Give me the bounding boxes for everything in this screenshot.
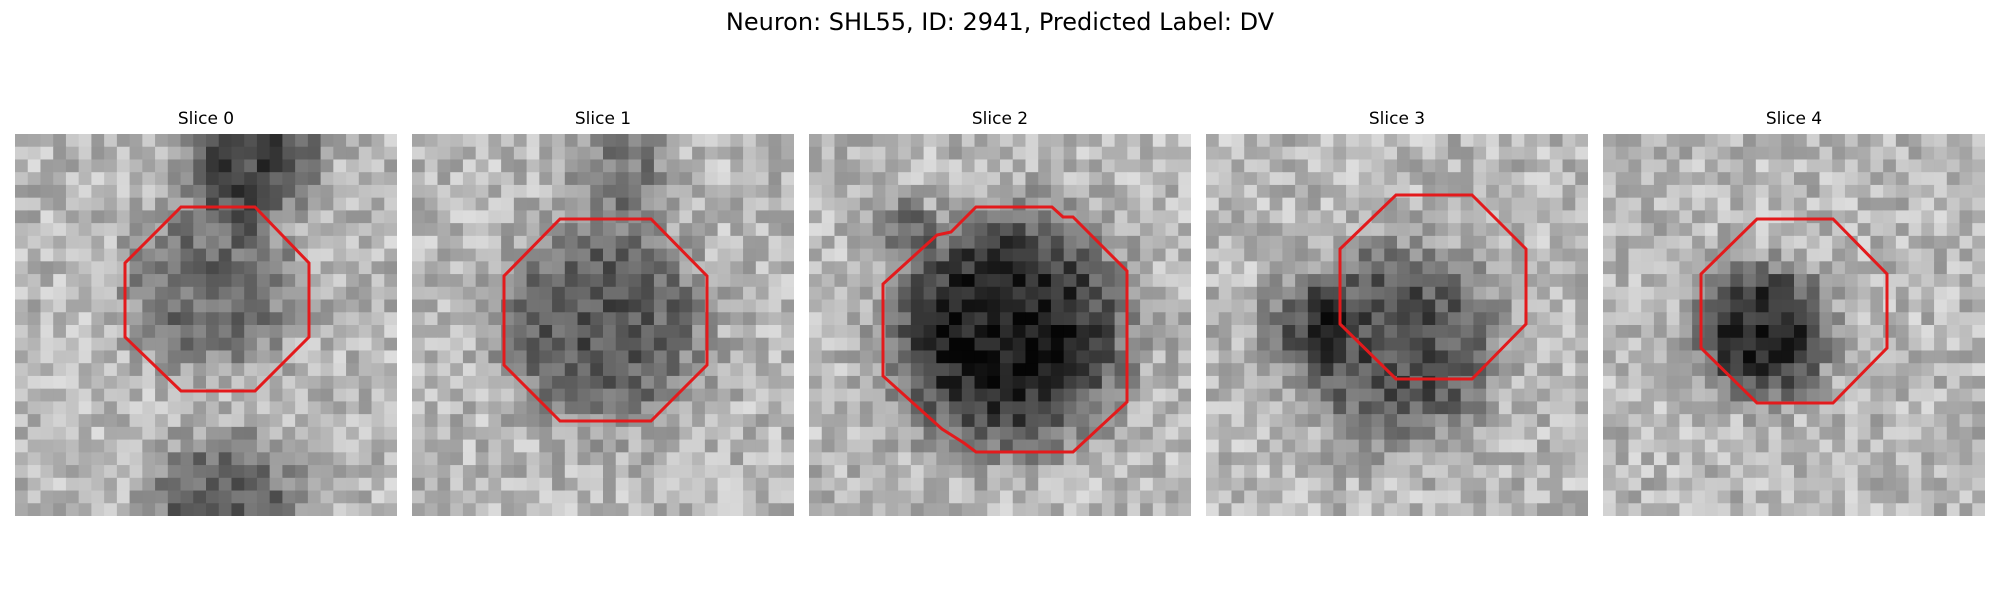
slice-panel-0: Slice 0 — [15, 108, 397, 516]
slice-title-0: Slice 0 — [177, 109, 235, 129]
slice-title-3: Slice 3 — [1368, 109, 1426, 129]
slice-panel-4: Slice 4 — [1603, 108, 1985, 516]
pixel-grid — [809, 134, 1191, 516]
slice-title-1: Slice 1 — [574, 109, 632, 129]
slice-image-3 — [1206, 134, 1588, 516]
roi-octagon-1 — [502, 217, 709, 423]
figure-title: Neuron: SHL55, ID: 2941, Predicted Label… — [725, 8, 1275, 36]
slice-image-4 — [1603, 134, 1985, 516]
slice-panel-3: Slice 3 — [1206, 108, 1588, 516]
slice-image-0 — [15, 134, 397, 516]
slice-image-2 — [809, 134, 1191, 516]
roi-octagon-2 — [881, 205, 1129, 454]
pixel-grid — [1603, 134, 1985, 516]
pixel-grid — [412, 134, 794, 516]
slice-image-1 — [412, 134, 794, 516]
roi-octagon-0 — [123, 205, 311, 393]
slice-title-2: Slice 2 — [971, 109, 1029, 129]
slice-panel-2: Slice 2 — [809, 108, 1191, 516]
slice-panel-1: Slice 1 — [412, 108, 794, 516]
roi-octagon-3 — [1338, 193, 1528, 381]
pixel-grid — [15, 134, 397, 516]
pixel-grid — [1206, 134, 1588, 516]
slice-title-4: Slice 4 — [1765, 109, 1823, 129]
roi-octagon-4 — [1699, 217, 1889, 405]
